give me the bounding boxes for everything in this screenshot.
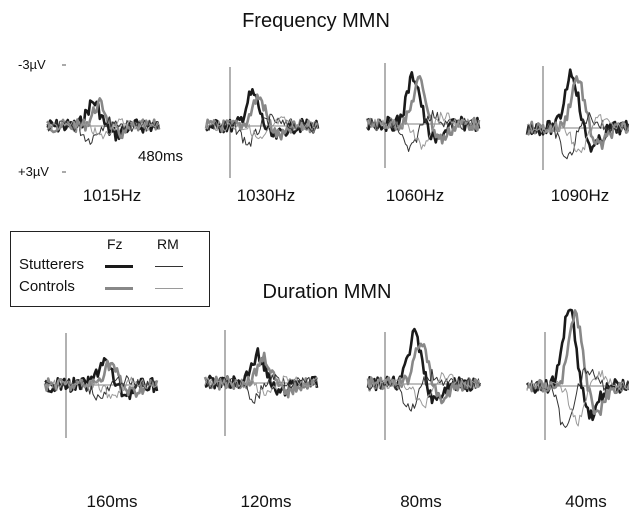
waveform-controls-rm xyxy=(204,375,318,396)
frequency-panel-1030hz xyxy=(204,67,320,178)
duration-panel-80ms xyxy=(366,327,482,440)
legend-rm-header: RM xyxy=(157,236,179,252)
scale-bottom-label: +3µV xyxy=(18,164,49,179)
condition-label-80ms: 80ms xyxy=(400,492,442,511)
waveform-stutterers-rm xyxy=(526,112,629,160)
legend-stutterers-label: Stutterers xyxy=(19,256,85,273)
legend: Fz RM Stutterers Controls xyxy=(10,231,210,307)
waveform-controls-fz xyxy=(526,309,629,416)
waveform-stutterers-fz xyxy=(205,88,320,140)
waveform-stutterers-rm xyxy=(44,375,158,401)
waveform-controls-rm xyxy=(44,376,158,399)
condition-label-40ms: 40ms xyxy=(565,492,607,511)
legend-fz-header: Fz xyxy=(107,236,123,252)
condition-label-1090hz: 1090Hz xyxy=(550,186,610,205)
waveform-controls-rm xyxy=(526,114,629,154)
frequency-panel-1060hz xyxy=(365,63,481,168)
condition-label-1060hz: 1060Hz xyxy=(385,186,445,205)
waveform-controls-fz xyxy=(365,75,481,145)
waveform-controls-fz xyxy=(526,75,629,150)
waveform-controls-rm xyxy=(366,111,480,150)
frequency-panel-1090hz xyxy=(525,66,629,170)
duration-mmn-title: Duration MMN xyxy=(262,281,392,303)
waveform-controls-rm xyxy=(46,118,160,140)
latency-480ms-label: 480ms xyxy=(138,148,184,165)
duration-panel-160ms xyxy=(43,333,159,438)
legend-controls-fz-line xyxy=(105,287,133,290)
waveform-controls-fz xyxy=(203,351,319,399)
waveform-controls-rm xyxy=(367,372,481,409)
waveform-stutterers-rm xyxy=(204,374,318,404)
duration-panel-120ms xyxy=(203,330,319,436)
waveform-stutterers-rm xyxy=(526,367,629,428)
condition-label-1030hz: 1030Hz xyxy=(236,186,296,205)
legend-stutterers-fz-line xyxy=(105,265,133,268)
condition-label-1015hz: 1015Hz xyxy=(82,186,142,205)
duration-panel-40ms xyxy=(525,308,629,440)
legend-stutterers-rm-line xyxy=(155,266,183,267)
waveform-controls-rm xyxy=(526,370,629,427)
waveform-controls-rm xyxy=(205,116,319,140)
frequency-panel-1015hz xyxy=(46,97,161,145)
waveform-stutterers-rm xyxy=(46,116,160,145)
condition-label-160ms: 160ms xyxy=(86,492,138,511)
legend-controls-rm-line xyxy=(155,288,183,289)
waveform-stutterers-fz xyxy=(46,99,161,142)
frequency-mmn-title: Frequency MMN xyxy=(242,10,390,32)
scale-top-label: -3µV xyxy=(18,57,46,72)
condition-label-120ms: 120ms xyxy=(240,492,292,511)
legend-controls-label: Controls xyxy=(19,278,75,295)
